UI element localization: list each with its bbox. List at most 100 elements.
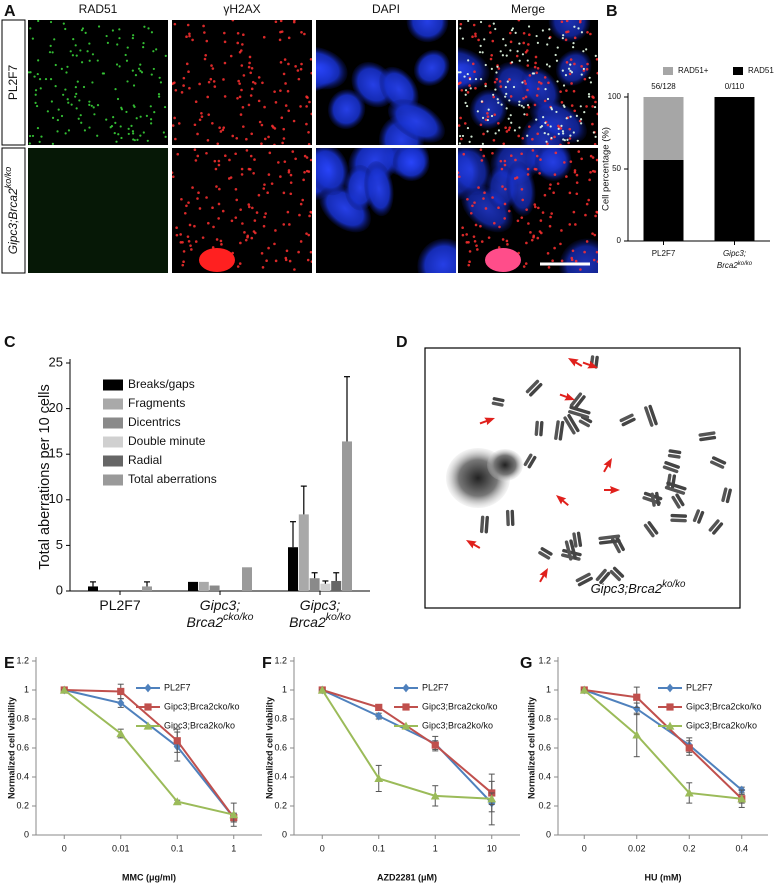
chromatid: [599, 571, 611, 585]
foci: [297, 77, 301, 81]
foci: [175, 226, 178, 229]
chromatid: [648, 404, 658, 426]
x-tick-label: 0.1: [171, 843, 184, 853]
foci: [509, 31, 512, 35]
foci: [534, 205, 537, 209]
foci: [464, 101, 467, 104]
foci: [289, 173, 293, 177]
x-tick-label: 0.2: [683, 843, 696, 853]
foci: [560, 259, 564, 263]
chromosome: [575, 572, 593, 587]
foci: [260, 123, 264, 127]
foci: [522, 96, 525, 100]
foci: [240, 173, 244, 176]
foci: [478, 51, 482, 54]
foci: [482, 154, 486, 158]
foci: [215, 185, 218, 188]
chromosome: [698, 431, 717, 442]
foci: [91, 53, 95, 56]
foci: [592, 131, 595, 134]
foci: [496, 65, 499, 68]
foci: [251, 206, 254, 210]
foci: [550, 106, 553, 109]
chromosome: [671, 493, 685, 509]
foci: [508, 126, 512, 129]
foci: [554, 53, 557, 57]
foci: [502, 142, 506, 145]
foci: [482, 197, 485, 200]
foci: [262, 224, 266, 228]
foci: [91, 81, 94, 84]
foci: [153, 111, 156, 114]
foci: [48, 51, 52, 54]
foci: [479, 20, 483, 24]
foci: [474, 223, 478, 227]
marker: [401, 721, 411, 730]
y-tick-label: 1.2: [16, 655, 29, 665]
foci: [75, 107, 78, 110]
foci: [53, 38, 56, 41]
foci: [546, 123, 550, 127]
foci: [461, 37, 464, 40]
foci: [547, 266, 551, 269]
foci: [203, 57, 207, 61]
foci: [97, 25, 101, 28]
foci: [460, 137, 463, 141]
foci: [66, 65, 69, 68]
foci: [176, 152, 180, 156]
foci: [483, 191, 486, 195]
x-tick-label: 1: [433, 843, 438, 853]
foci: [182, 260, 185, 264]
foci: [263, 105, 266, 109]
foci: [550, 212, 553, 215]
micrograph-bg: [172, 148, 312, 273]
foci: [306, 258, 310, 262]
foci: [196, 154, 200, 158]
foci: [490, 54, 494, 57]
foci: [307, 233, 311, 237]
chromatid: [527, 455, 537, 469]
foci: [274, 259, 278, 263]
foci: [279, 61, 283, 64]
foci: [473, 240, 477, 243]
foci: [464, 89, 468, 92]
foci: [236, 265, 240, 268]
foci: [243, 231, 246, 234]
foci: [190, 248, 193, 251]
foci: [563, 105, 566, 108]
foci: [51, 51, 54, 54]
foci: [573, 169, 577, 172]
foci: [468, 78, 472, 81]
foci: [582, 67, 585, 71]
foci: [194, 100, 198, 104]
foci: [102, 72, 106, 75]
foci: [518, 100, 521, 103]
chromatid: [525, 379, 540, 394]
foci: [196, 197, 199, 200]
foci: [534, 61, 537, 65]
chromatid: [621, 417, 636, 427]
foci: [535, 34, 538, 38]
foci: [562, 34, 565, 37]
foci: [78, 99, 81, 102]
foci: [211, 67, 215, 70]
foci: [229, 54, 233, 58]
chromatid: [569, 405, 591, 415]
y-axis-title: Normalized cell viability: [6, 697, 16, 799]
foci: [513, 129, 517, 132]
arrow: [556, 495, 569, 507]
foci: [302, 178, 305, 182]
foci: [196, 132, 199, 136]
foci: [565, 175, 568, 178]
foci: [549, 215, 552, 219]
legend-label: Dicentrics: [128, 415, 181, 429]
foci: [526, 167, 530, 171]
micrograph-content: [28, 20, 167, 145]
chromatid: [484, 515, 489, 534]
foci: [305, 232, 308, 235]
marker: [317, 685, 327, 694]
foci: [159, 81, 163, 84]
foci: [280, 30, 284, 33]
foci: [130, 124, 133, 128]
foci: [458, 124, 461, 127]
